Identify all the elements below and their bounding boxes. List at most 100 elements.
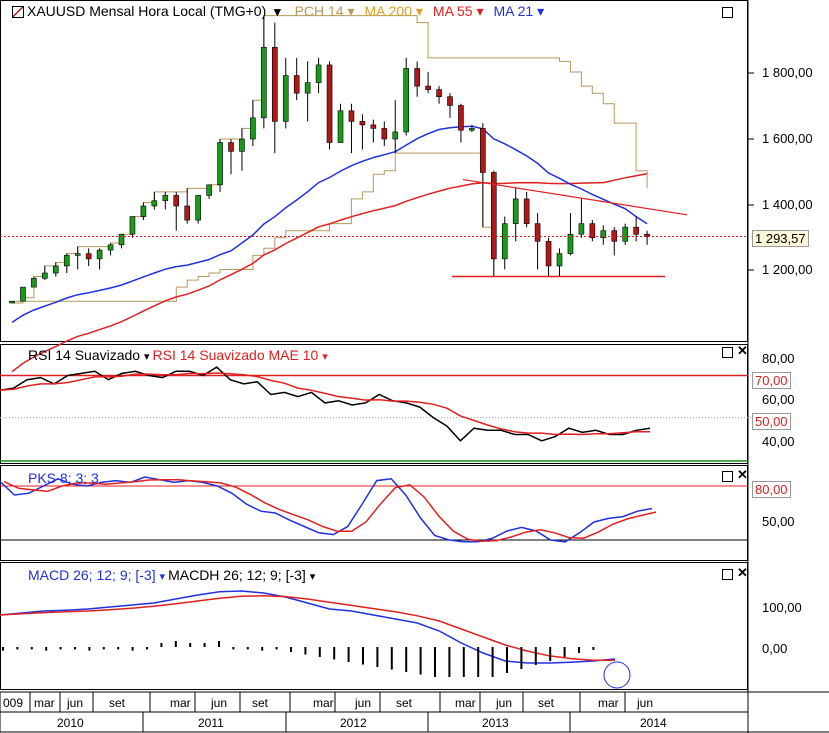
candle-body (337, 110, 344, 143)
rsi-70-badge: 70,00 (752, 372, 791, 389)
rsi-mae-menu-arrow-icon[interactable]: ▾ (322, 351, 328, 363)
candle-body (63, 255, 70, 267)
rsi-50-badge: 50,00 (752, 413, 791, 430)
panel-frame (0, 0, 748, 342)
candle-body (414, 68, 420, 87)
candle-body (436, 89, 442, 97)
candle-body (392, 131, 399, 140)
pks-label: PKS 8; 3; 3 (28, 470, 99, 486)
candle-body (140, 205, 147, 217)
candle-body (359, 121, 366, 126)
candle-body (85, 253, 92, 260)
candle-body (20, 286, 26, 302)
pks-k-line (0, 476, 653, 543)
maximize-price-panel-button[interactable] (722, 7, 733, 18)
rsi-tick: 60,00 (762, 392, 795, 407)
macd-menu-arrow-icon[interactable]: ▾ (159, 571, 169, 583)
pks-panel-title: PKS 8; 3; 3 (28, 470, 99, 486)
candle-body (611, 230, 618, 242)
x-month-label: set (538, 696, 555, 710)
legend-item-2[interactable]: MA 55 ▾ (432, 3, 484, 19)
candle-body (556, 253, 563, 267)
candle-body (184, 205, 190, 221)
close-rsi-panel-icon[interactable]: ✕ (737, 343, 748, 358)
x-month-label: mar (313, 696, 334, 710)
candle-body (74, 253, 81, 256)
candle-body (348, 110, 355, 122)
candle-body (107, 244, 114, 251)
rsi-menu-arrow-icon[interactable]: ▾ (143, 351, 153, 363)
candle-body (206, 184, 212, 196)
candle-body (315, 64, 322, 83)
macd-signal-line (0, 595, 615, 661)
x-month-label: jun (637, 696, 654, 710)
ma55-line (11, 173, 648, 373)
candle-body (151, 200, 158, 207)
candle-body (545, 240, 552, 267)
price-tick: 1 800,00 (762, 65, 813, 80)
candle-body (239, 138, 245, 152)
highlight-circle (603, 661, 631, 689)
candle-body (195, 195, 201, 221)
rsi-tick: 40,00 (762, 434, 795, 449)
x-year-label: 2014 (640, 716, 667, 730)
macd-panel-title: MACD 26; 12; 9; [-3] ▾ MACDH 26; 12; 9; … (28, 567, 315, 583)
candle-body (600, 230, 607, 239)
rsi-mae-label: RSI 14 Suavizado MAE 10 (152, 347, 319, 363)
candle-body (96, 249, 103, 260)
legend-item-0[interactable]: PCH 14 ▾ (294, 3, 355, 19)
x-month-label: jun (67, 696, 84, 710)
candle-body (217, 142, 223, 186)
macdh-menu-arrow-icon[interactable]: ▾ (309, 571, 316, 583)
x-month-label: mar (170, 696, 191, 710)
candle-body (9, 300, 15, 304)
candle-body (480, 128, 486, 173)
rsi-panel-title: RSI 14 Suavizado ▾ RSI 14 Suavizado MAE … (28, 347, 328, 363)
candle-body (469, 128, 475, 131)
legend-item-1[interactable]: MA 200 ▾ (364, 3, 423, 19)
maximize-pks-panel-button[interactable] (722, 471, 733, 482)
symbol-menu-arrow-icon[interactable]: ▾ (274, 4, 281, 19)
maximize-macd-panel-button[interactable] (722, 569, 733, 580)
x-month-label: jun (211, 696, 228, 710)
price-panel-title: XAUUSD Mensal Hora Local (TMG+0) ▾ PCH 1… (12, 3, 544, 20)
symbol-label: XAUUSD Mensal Hora Local (TMG+0) (27, 3, 267, 19)
candle-body (129, 216, 136, 235)
x-year-label: 2013 (482, 716, 509, 730)
candle-body (523, 198, 530, 224)
candle-body (118, 233, 125, 246)
candle-body (271, 47, 278, 122)
legend-item-3[interactable]: MA 21 ▾ (493, 3, 545, 19)
macd-tick: 0,00 (762, 641, 788, 656)
rsi-mae-line (0, 372, 650, 436)
x-month-label: set (396, 696, 413, 710)
candle-body (381, 128, 388, 140)
candle-body (173, 195, 180, 207)
pks-80-badge: 80,00 (752, 481, 791, 498)
x-month-label: set (252, 696, 269, 710)
pks-d-line (3, 478, 657, 542)
x-year-label: 2011 (198, 716, 224, 730)
x-month-label: jun (496, 696, 513, 710)
x-month-label: mar (34, 696, 55, 710)
x-month-label: set (109, 696, 126, 710)
candle-body (425, 85, 431, 90)
candle-body (304, 82, 311, 94)
x-month-label: jun (355, 696, 372, 710)
x-month-label: mar (598, 696, 619, 710)
candle-body (644, 233, 650, 237)
candle-body (490, 172, 497, 260)
last-price-badge: 1 293,57 (752, 230, 809, 247)
candle-body (447, 96, 453, 106)
maximize-rsi-panel-button[interactable] (722, 347, 733, 358)
close-macd-panel-icon[interactable]: ✕ (737, 565, 748, 580)
rsi-label: RSI 14 Suavizado (28, 347, 141, 363)
macd-tick: 100,00 (762, 600, 802, 615)
candle-body (458, 105, 464, 131)
rsi-line (0, 366, 651, 442)
pch-upper-line (12, 15, 648, 304)
candle-body (567, 233, 574, 254)
close-pks-panel-icon[interactable]: ✕ (737, 467, 748, 482)
price-legend: PCH 14 ▾ MA 200 ▾ MA 55 ▾ MA 21 ▾ (285, 3, 545, 19)
